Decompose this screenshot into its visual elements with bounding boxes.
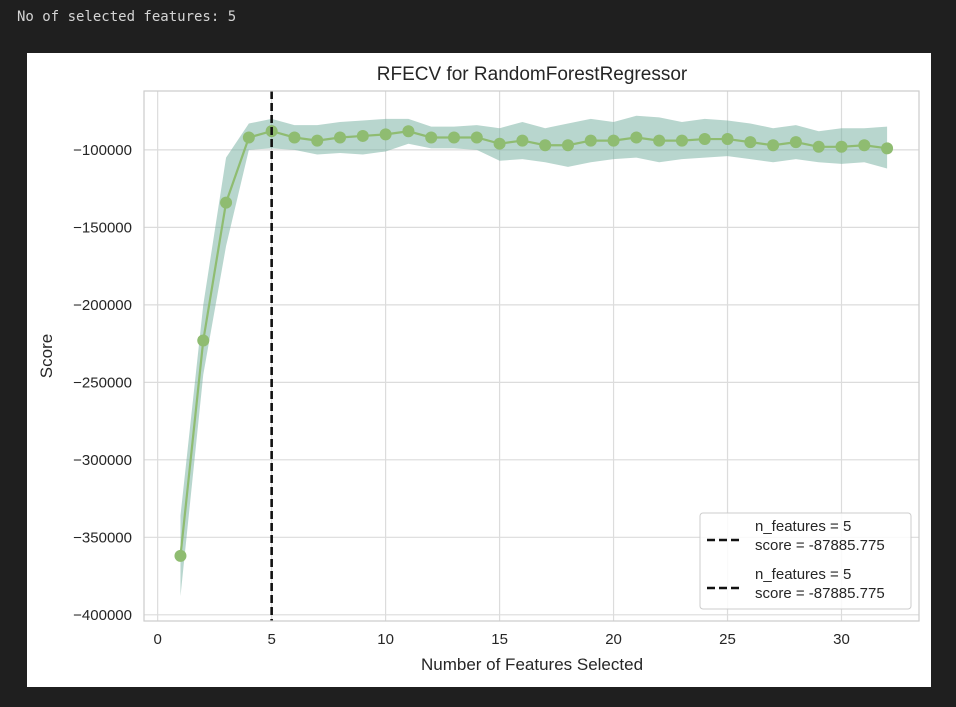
score-point [881, 142, 894, 155]
score-point [220, 196, 233, 209]
score-point [561, 139, 574, 152]
score-point [288, 131, 301, 144]
legend-label-line1: n_features = 5 [755, 518, 851, 535]
score-point [789, 136, 802, 149]
score-point [197, 334, 210, 347]
x-tick-label: 15 [491, 631, 508, 648]
x-tick-label: 25 [719, 631, 736, 648]
x-tick-label: 30 [833, 631, 850, 648]
score-point [584, 134, 597, 147]
legend-label-line1: n_features = 5 [755, 566, 851, 583]
score-point [379, 128, 392, 141]
x-tick-label: 5 [267, 631, 275, 648]
legend-label-line2: score = -87885.775 [755, 537, 885, 554]
score-point [858, 139, 871, 152]
chart-title: RFECV for RandomForestRegressor [377, 64, 688, 85]
score-point [493, 137, 506, 150]
score-points [174, 125, 894, 562]
chart-figure: 0 5 10 15 20 25 30 −400000 −350000 −300000 −25000… [27, 53, 931, 687]
score-point [835, 140, 848, 153]
score-point [653, 134, 666, 147]
score-point [812, 140, 825, 153]
y-tick-label: −400000 [73, 607, 132, 624]
score-point [630, 131, 643, 144]
y-tick-label: −350000 [73, 529, 132, 546]
y-tick-label: −150000 [73, 219, 132, 236]
score-point [698, 133, 711, 146]
x-axis-label: Number of Features Selected [421, 655, 643, 674]
console-output: No of selected features: 5 [17, 9, 237, 25]
y-tick-label: −100000 [73, 142, 132, 159]
score-point [516, 134, 529, 147]
legend-box [699, 512, 912, 610]
score-point [448, 131, 460, 144]
score-point [356, 129, 369, 142]
x-tick-labels: 0 5 10 15 20 25 30 [154, 631, 850, 648]
rfecv-chart: 0 5 10 15 20 25 30 −400000 −350000 −300000 −25000… [37, 64, 920, 674]
score-point [744, 136, 757, 149]
y-tick-labels: −400000 −350000 −300000 −250000 −200000 −1500… [73, 142, 132, 624]
x-tick-label: 10 [377, 631, 394, 648]
score-point [334, 131, 347, 144]
legend: n_features = 5 score = -87885.775 n_featur… [699, 512, 912, 610]
y-tick-label: −300000 [73, 452, 132, 469]
score-point [470, 131, 483, 144]
score-point [539, 139, 552, 152]
score-point [174, 549, 187, 562]
x-tick-label: 0 [154, 631, 162, 648]
score-point [425, 131, 438, 144]
x-tick-label: 20 [605, 631, 622, 648]
score-point [242, 131, 255, 144]
y-tick-label: −250000 [73, 374, 132, 391]
plot-frame [143, 90, 920, 622]
y-axis-label: Score [37, 334, 56, 378]
score-point [311, 134, 324, 147]
y-tick-label: −200000 [73, 297, 132, 314]
score-point [721, 133, 734, 146]
score-point [675, 134, 688, 147]
score-point [402, 125, 415, 138]
score-point [607, 134, 620, 147]
legend-label-line2: score = -87885.775 [755, 585, 885, 602]
score-point [767, 139, 780, 152]
